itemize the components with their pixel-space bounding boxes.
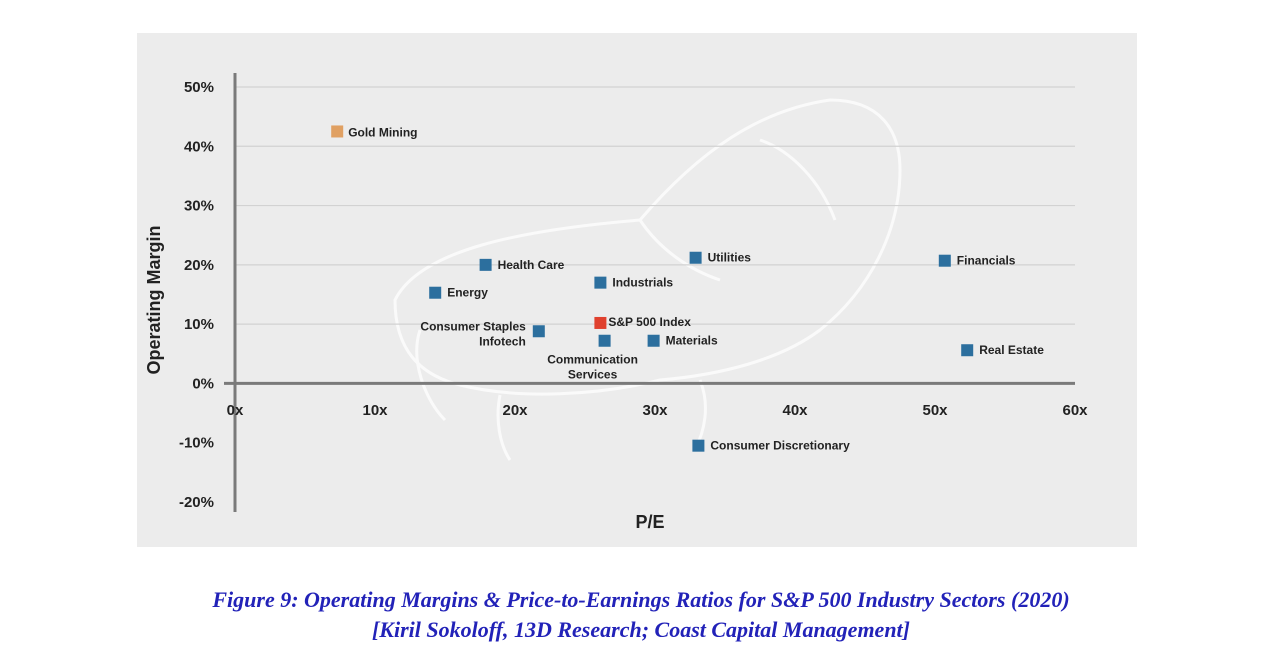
data-point <box>429 286 442 299</box>
data-point <box>479 258 492 271</box>
data-point <box>689 251 702 264</box>
data-points: Gold Mining Health Care Energy Consumer Sta… <box>331 125 1044 453</box>
data-point <box>532 325 545 338</box>
data-point <box>594 276 607 289</box>
y-axis-title: Operating Margin <box>144 225 164 374</box>
x-tick-label: 10x <box>362 402 388 419</box>
data-point <box>598 334 611 347</box>
data-label: Gold Mining <box>348 125 417 139</box>
y-tick-label: 50% <box>184 79 214 96</box>
data-label: Consumer Discretionary <box>710 439 850 453</box>
data-point <box>331 125 344 138</box>
y-tick-label: 20% <box>184 257 214 274</box>
caption-line-1: Figure 9: Operating Margins & Price-to-E… <box>212 587 1070 612</box>
x-tick-label: 0x <box>227 402 244 419</box>
chart-background <box>137 33 1137 547</box>
data-label: Consumer Staples <box>420 319 526 333</box>
y-tick-label: 10% <box>184 316 214 333</box>
y-tick-label: 40% <box>184 138 214 155</box>
data-point <box>647 334 660 347</box>
data-label: Infotech <box>479 334 526 348</box>
y-tick-label: -20% <box>179 494 214 511</box>
data-label: Materials <box>666 334 718 348</box>
data-label: Real Estate <box>979 343 1044 357</box>
caption-line-2: [Kiril Sokoloff, 13D Research; Coast Cap… <box>371 617 910 642</box>
x-tick-label: 30x <box>642 402 668 419</box>
data-label: S&P 500 Index <box>608 315 691 329</box>
x-tick-label: 60x <box>1062 402 1088 419</box>
x-axis-title: P/E <box>635 512 664 532</box>
data-label: Communication Services <box>547 353 638 382</box>
data-point <box>692 439 705 452</box>
axes <box>224 73 1075 512</box>
tick-labels: 50% 40% 30% 20% 10% 0% -10% -20% 0x 10x 20x 30x 40x 5… <box>179 79 1088 511</box>
data-label: Utilities <box>708 251 752 265</box>
data-label: Energy <box>447 286 488 300</box>
figure-caption: Figure 9: Operating Margins & Price-to-E… <box>0 585 1282 645</box>
gridlines <box>235 86 1075 325</box>
data-point <box>961 344 974 357</box>
y-tick-label: -10% <box>179 435 214 452</box>
data-label: Industrials <box>612 276 673 290</box>
data-point <box>594 316 607 329</box>
data-label: Health Care <box>498 258 565 272</box>
y-tick-label: 30% <box>184 198 214 215</box>
x-tick-label: 40x <box>782 402 808 419</box>
data-label: Financials <box>957 254 1016 268</box>
y-tick-label: 0% <box>192 375 214 392</box>
data-point <box>938 254 951 267</box>
x-tick-label: 50x <box>922 402 948 419</box>
x-tick-label: 20x <box>502 402 528 419</box>
decorative-bull-watermark <box>393 98 902 461</box>
